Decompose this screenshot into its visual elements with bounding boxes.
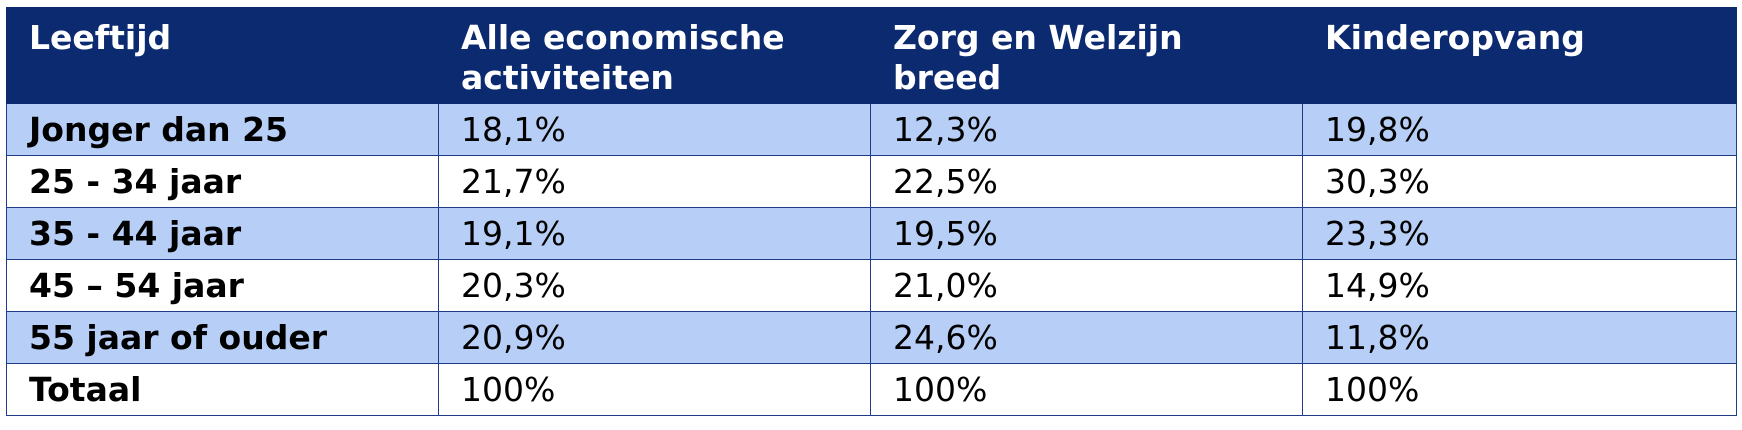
- row-label-total: Totaal: [6, 363, 439, 416]
- header-alle-economische-activiteiten: Alle economische activiteiten: [438, 7, 871, 104]
- table-cell: 21,0%: [870, 259, 1303, 312]
- table-row: 35 - 44 jaar 19,1% 19,5% 23,3%: [6, 207, 1737, 260]
- row-label: Jonger dan 25: [6, 103, 439, 156]
- table-cell: 100%: [870, 363, 1303, 416]
- header-kinderopvang: Kinderopvang: [1302, 7, 1737, 104]
- table-cell: 100%: [1302, 363, 1737, 416]
- table-body: Jonger dan 25 18,1% 12,3% 19,8% 25 - 34 …: [6, 103, 1737, 416]
- table-row: 55 jaar of ouder 20,9% 24,6% 11,8%: [6, 311, 1737, 364]
- table-cell: 30,3%: [1302, 155, 1737, 208]
- row-label: 45 – 54 jaar: [6, 259, 439, 312]
- table-cell: 14,9%: [1302, 259, 1737, 312]
- table-cell: 100%: [438, 363, 871, 416]
- table-cell: 22,5%: [870, 155, 1303, 208]
- row-label: 55 jaar of ouder: [6, 311, 439, 364]
- age-distribution-table: Leeftijd Alle economische activiteiten Z…: [6, 7, 1737, 416]
- table-cell: 21,7%: [438, 155, 871, 208]
- table-row: 25 - 34 jaar 21,7% 22,5% 30,3%: [6, 155, 1737, 208]
- table-header: Leeftijd Alle economische activiteiten Z…: [6, 7, 1737, 104]
- table-row-total: Totaal 100% 100% 100%: [6, 363, 1737, 416]
- header-row: Leeftijd Alle economische activiteiten Z…: [6, 7, 1737, 104]
- row-label: 25 - 34 jaar: [6, 155, 439, 208]
- table-cell: 11,8%: [1302, 311, 1737, 364]
- table-cell: 20,9%: [438, 311, 871, 364]
- table-cell: 19,5%: [870, 207, 1303, 260]
- table-cell: 24,6%: [870, 311, 1303, 364]
- table-cell: 19,8%: [1302, 103, 1737, 156]
- table-cell: 19,1%: [438, 207, 871, 260]
- row-label: 35 - 44 jaar: [6, 207, 439, 260]
- table-cell: 23,3%: [1302, 207, 1737, 260]
- header-zorg-en-welzijn: Zorg en Welzijn breed: [870, 7, 1303, 104]
- table-cell: 12,3%: [870, 103, 1303, 156]
- table-row: 45 – 54 jaar 20,3% 21,0% 14,9%: [6, 259, 1737, 312]
- table-cell: 20,3%: [438, 259, 871, 312]
- header-leeftijd: Leeftijd: [6, 7, 439, 104]
- table-cell: 18,1%: [438, 103, 871, 156]
- table-row: Jonger dan 25 18,1% 12,3% 19,8%: [6, 103, 1737, 156]
